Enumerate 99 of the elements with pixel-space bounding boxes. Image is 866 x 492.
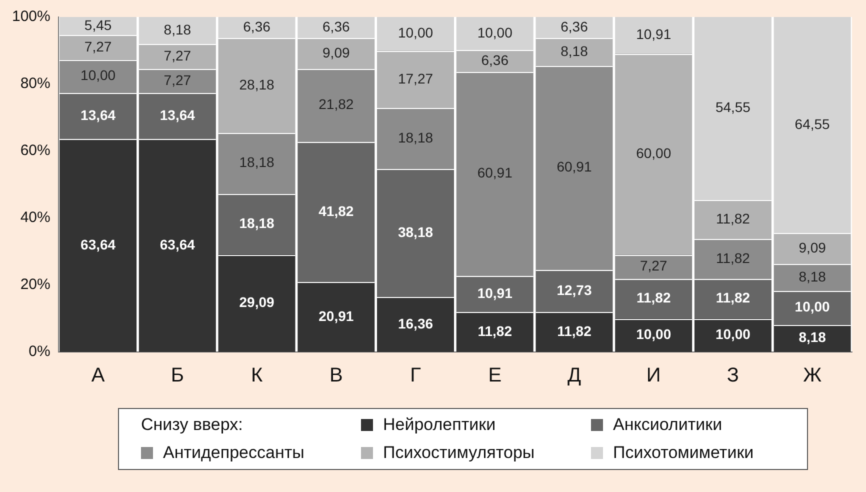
legend-label: Антидепрессанты — [163, 443, 304, 463]
data-label: 13,64 — [160, 106, 196, 123]
data-label: 6,36 — [481, 52, 509, 68]
legend-label: Анксиолитики — [613, 415, 722, 435]
bar — [138, 44, 216, 69]
legend-title: Снизу вверх: — [140, 415, 244, 435]
bar — [536, 66, 613, 270]
data-label: 10,00 — [794, 298, 830, 315]
data-label: 60,91 — [477, 164, 513, 181]
data-label: 11,82 — [557, 323, 592, 340]
x-tick-label: Ж — [803, 364, 822, 387]
bar — [694, 200, 772, 240]
y-tick-label: 0% — [28, 343, 50, 360]
bar — [774, 264, 851, 292]
legend-label: Психостимуляторы — [383, 443, 535, 463]
data-label: 11,82 — [716, 290, 750, 306]
bar — [536, 38, 613, 66]
bar — [377, 169, 454, 298]
x-tick-label: Г — [410, 364, 422, 387]
data-label: 20,91 — [318, 308, 354, 324]
data-label: 10,91 — [477, 284, 513, 301]
bar — [60, 35, 137, 60]
x-tick-label: И — [646, 364, 661, 387]
data-label: 8,18 — [798, 268, 826, 284]
x-tick-label: В — [329, 364, 343, 387]
data-label: 11,82 — [716, 250, 750, 266]
data-label: 10,00 — [477, 24, 513, 41]
data-label: 7,27 — [164, 72, 192, 88]
legend-label: Психотомиметики — [613, 443, 754, 463]
y-tick-label: 80% — [20, 75, 50, 92]
data-label: 11,82 — [478, 323, 512, 340]
data-label: 13,64 — [80, 106, 116, 123]
bar — [138, 17, 216, 44]
data-label: 18,18 — [239, 214, 274, 231]
data-label: 63,64 — [80, 236, 116, 252]
bar — [60, 138, 137, 352]
bar — [218, 194, 296, 255]
data-label: 63,64 — [160, 236, 196, 252]
y-tick-label: 60% — [20, 142, 50, 160]
x-tick-label: З — [726, 364, 739, 387]
data-label: 11,82 — [716, 210, 750, 226]
bar — [298, 68, 375, 142]
data-label: 7,27 — [164, 47, 192, 64]
data-label: 60,91 — [556, 158, 592, 175]
data-label: 10,00 — [636, 326, 672, 342]
bar — [218, 254, 296, 352]
bar — [298, 282, 375, 352]
x-tick-label: К — [250, 364, 263, 387]
data-label: 8,18 — [164, 22, 192, 38]
bar — [774, 17, 851, 234]
data-label: 12,73 — [556, 282, 592, 298]
x-tick-label: Д — [567, 364, 582, 387]
data-label: 28,18 — [239, 76, 274, 92]
bar — [615, 17, 692, 54]
y-tick-label: 100% — [12, 8, 50, 26]
data-label: 29,09 — [239, 294, 274, 310]
data-label: 16,36 — [398, 315, 434, 332]
data-label: 8,18 — [798, 329, 826, 346]
data-label: 8,18 — [560, 42, 588, 59]
data-label: 9,09 — [798, 239, 826, 256]
data-label: 54,55 — [715, 99, 751, 116]
data-label: 6,36 — [322, 18, 350, 35]
data-label: 9,09 — [322, 44, 350, 60]
bar — [377, 108, 454, 170]
y-tick-label: 20% — [20, 276, 50, 294]
data-label: 11,82 — [636, 290, 671, 306]
bar — [218, 132, 296, 194]
bar — [456, 72, 534, 276]
bar — [298, 142, 375, 282]
data-label: 10,91 — [636, 26, 672, 42]
data-label: 6,36 — [560, 18, 588, 35]
data-label: 41,82 — [318, 202, 354, 219]
data-label: 10,00 — [398, 24, 434, 41]
x-tick-label: Е — [488, 364, 502, 387]
y-tick-label: 40% — [20, 209, 50, 226]
data-label: 10,00 — [80, 67, 116, 84]
bar — [138, 138, 216, 352]
bar — [60, 17, 137, 36]
bar — [694, 17, 772, 200]
x-tick-label: А — [91, 364, 106, 387]
data-label: 64,55 — [794, 116, 830, 132]
data-label: 6,36 — [243, 18, 271, 35]
bar — [774, 291, 851, 325]
bar — [774, 233, 851, 264]
bar — [615, 54, 692, 255]
bar — [536, 17, 613, 38]
data-label: 18,18 — [398, 130, 434, 146]
legend-label: Нейролептики — [383, 415, 496, 435]
data-label: 17,27 — [398, 70, 434, 86]
data-label: 38,18 — [398, 224, 434, 240]
data-label: 60,00 — [636, 144, 672, 161]
data-label: 18,18 — [239, 154, 274, 170]
data-label: 7,27 — [640, 258, 668, 274]
data-label: 7,27 — [84, 38, 112, 54]
data-label: 10,00 — [715, 326, 751, 342]
data-label: 21,82 — [318, 96, 354, 112]
bar — [377, 297, 454, 352]
x-tick-label: Б — [170, 364, 184, 387]
data-label: 5,45 — [84, 16, 112, 33]
